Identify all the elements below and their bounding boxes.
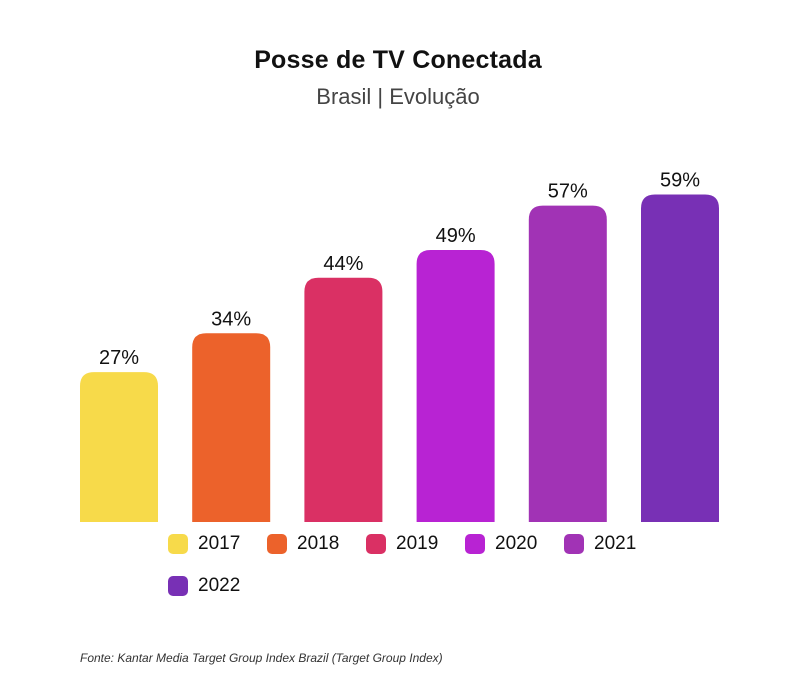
- bar-2021: [528, 205, 607, 522]
- source-note: Fonte: Kantar Media Target Group Index B…: [80, 651, 443, 665]
- legend-swatch-2017: [168, 534, 188, 554]
- data-label-2018: 34%: [211, 308, 251, 330]
- bar-2017: [80, 372, 158, 522]
- legend-swatch-2020: [465, 534, 485, 554]
- data-label-2017: 27%: [99, 347, 139, 369]
- bar-2019: [304, 277, 383, 522]
- chart-title: Posse de TV Conectada: [254, 46, 542, 74]
- legend-label-2022: 2022: [198, 575, 241, 596]
- legend-label-2017: 2017: [198, 533, 241, 554]
- legend-label-2019: 2019: [396, 533, 439, 554]
- data-label-2021: 57%: [548, 181, 588, 203]
- data-label-2020: 49%: [436, 225, 476, 247]
- legend-item-2020: 2020: [465, 531, 564, 557]
- legend-swatch-2022: [168, 576, 188, 596]
- legend-label-2018: 2018: [297, 533, 340, 554]
- legend-item-2022: 2022: [168, 573, 267, 599]
- legend-swatch-2021: [564, 534, 584, 554]
- legend-item-2019: 2019: [366, 531, 465, 557]
- legend-item-2017: 2017: [168, 531, 267, 557]
- bar-2020: [416, 250, 495, 523]
- bar-2018: [192, 333, 271, 522]
- bar-2022: [641, 194, 719, 523]
- legend-label-2020: 2020: [495, 533, 538, 554]
- chart-legend: 2017 2018 2019 2020 2021 2022: [168, 531, 688, 599]
- data-label-2022: 59%: [660, 170, 700, 192]
- legend-swatch-2018: [267, 534, 287, 554]
- legend-swatch-2019: [366, 534, 386, 554]
- data-label-2019: 44%: [323, 253, 363, 275]
- chart-subtitle: Brasil | Evolução: [316, 84, 480, 109]
- legend-item-2018: 2018: [267, 531, 366, 557]
- legend-label-2021: 2021: [594, 533, 637, 554]
- legend-item-2021: 2021: [564, 531, 663, 557]
